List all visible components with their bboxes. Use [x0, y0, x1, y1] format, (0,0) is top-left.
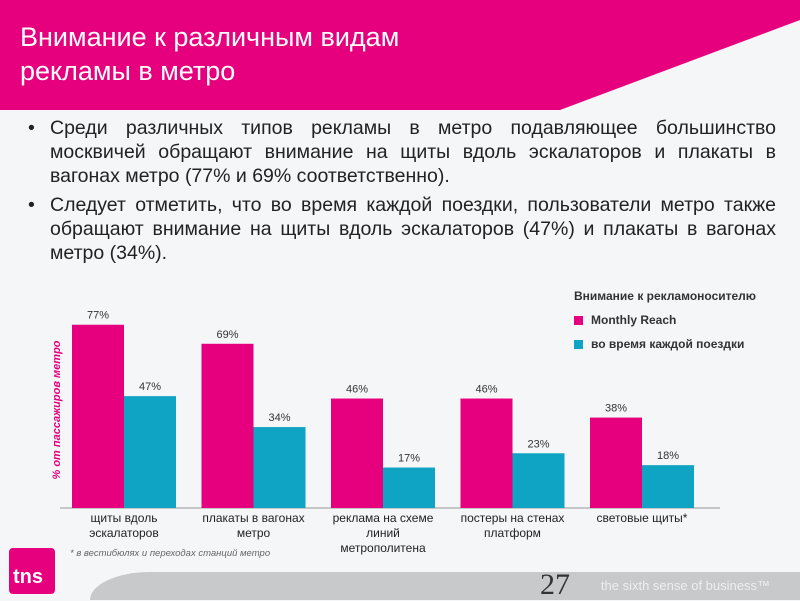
category-label: реклама на схеме	[333, 511, 434, 525]
legend-swatch	[574, 339, 583, 349]
data-label: 18%	[657, 450, 679, 462]
data-label: 34%	[268, 412, 290, 424]
title-line: рекламы в метро	[20, 56, 236, 86]
category-label: щиты вдоль	[91, 511, 158, 525]
bar	[642, 465, 694, 508]
bullet-item: Среди различных типов рекламы в метро по…	[28, 116, 776, 188]
category-label: платформ	[484, 526, 541, 540]
bar	[383, 467, 435, 508]
legend: Внимание к рекламоносителю Monthly Reach…	[574, 289, 756, 351]
title-line: Внимание к различным видам	[20, 22, 400, 52]
footer-band	[90, 572, 800, 600]
legend-label: Monthly Reach	[591, 313, 677, 327]
bar	[331, 398, 383, 508]
category-label: плакаты в вагонах	[202, 511, 304, 525]
bar	[460, 398, 513, 508]
legend-swatch	[574, 315, 583, 325]
bullet-item: Следует отметить, что во время каждой по…	[28, 193, 776, 265]
tns-logo: tns	[9, 548, 55, 594]
bar	[512, 453, 565, 508]
bar	[590, 417, 642, 508]
category-label: постеры на стенах	[461, 511, 565, 525]
data-label: 23%	[527, 438, 549, 450]
data-label: 69%	[216, 329, 238, 341]
data-label: 77%	[87, 310, 109, 322]
footnote: * в вестибюлях и переходах станций метро	[70, 548, 271, 559]
category-label: метрополитена	[340, 541, 426, 555]
legend-label: во время каждой поездки	[591, 337, 745, 351]
data-label: 47%	[139, 381, 161, 393]
legend-title: Внимание к рекламоносителю	[574, 289, 757, 303]
y-axis-label: % от пассажиров метро	[51, 340, 63, 479]
bar	[201, 343, 254, 508]
bar	[253, 427, 306, 508]
page-title: Внимание к различным видам рекламы в метр…	[20, 20, 399, 88]
data-label: 38%	[605, 403, 627, 415]
bar	[124, 396, 176, 508]
legend-item: Monthly Reach	[574, 313, 756, 327]
tagline: the sixth sense of business™	[600, 578, 770, 593]
bar	[72, 324, 124, 508]
bullet-list: Среди различных типов рекламы в метро по…	[28, 116, 776, 270]
category-label: линий	[366, 526, 400, 540]
legend-item: во время каждой поездки	[574, 337, 756, 351]
category-label: метро	[237, 526, 271, 540]
data-label: 46%	[346, 384, 368, 396]
page-number: 27	[540, 568, 570, 601]
category-label: световые щиты*	[597, 511, 688, 525]
category-label: эскалаторов	[89, 526, 158, 540]
data-label: 17%	[398, 453, 420, 465]
data-label: 46%	[475, 384, 497, 396]
